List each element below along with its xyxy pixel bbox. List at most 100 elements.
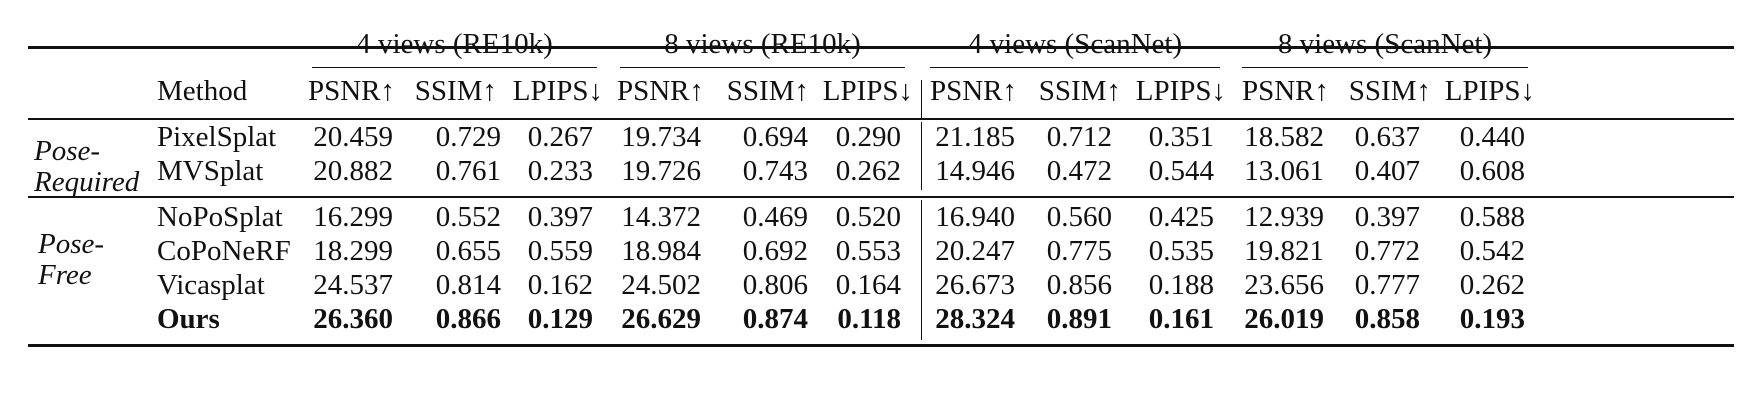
metric-header: PSNR↑ xyxy=(307,75,395,107)
value-cell: 20.459 xyxy=(313,121,393,153)
method-cell: NoPoSplat xyxy=(157,201,283,233)
value-cell: 0.233 xyxy=(527,155,593,187)
value-cell: 0.743 xyxy=(742,155,808,187)
value-cell: 0.164 xyxy=(835,269,901,301)
value-cell: 0.552 xyxy=(435,201,501,233)
value-cell: 0.397 xyxy=(1354,201,1420,233)
value-cell: 0.608 xyxy=(1459,155,1525,187)
value-cell: 0.692 xyxy=(742,235,808,267)
metric-header: LPIPS↓ xyxy=(1444,75,1535,107)
group-header-8-views-scannet: 8 views (ScanNet) xyxy=(1277,28,1493,60)
value-cell: 0.520 xyxy=(835,201,901,233)
value-cell: 0.772 xyxy=(1354,235,1420,267)
method-cell: Ours xyxy=(157,303,220,335)
column-separator xyxy=(921,80,923,118)
value-cell: 0.162 xyxy=(527,269,593,301)
value-cell: 0.542 xyxy=(1459,235,1525,267)
value-cell: 18.984 xyxy=(621,235,701,267)
top-rule xyxy=(28,46,1734,49)
value-cell: 0.267 xyxy=(527,121,593,153)
group-header-8-views-re10k: 8 views (RE10k) xyxy=(664,28,861,60)
value-cell: 19.726 xyxy=(621,155,701,187)
value-cell: 0.814 xyxy=(435,269,501,301)
metric-header: LPIPS↓ xyxy=(822,75,913,107)
value-cell: 0.193 xyxy=(1459,303,1525,335)
value-cell: 0.262 xyxy=(1459,269,1525,301)
value-cell: 26.019 xyxy=(1244,303,1324,335)
method-cell: Vicasplat xyxy=(157,269,265,301)
value-cell: 20.247 xyxy=(935,235,1015,267)
bottom-rule xyxy=(28,344,1734,347)
value-cell: 0.262 xyxy=(835,155,901,187)
value-cell: 0.655 xyxy=(435,235,501,267)
value-cell: 0.729 xyxy=(435,121,501,153)
value-cell: 14.946 xyxy=(935,155,1015,187)
metric-header: PSNR↑ xyxy=(929,75,1017,107)
method-cell: MVSplat xyxy=(157,155,264,187)
value-cell: 24.502 xyxy=(621,269,701,301)
method-header: Method xyxy=(157,75,248,107)
value-cell: 0.637 xyxy=(1354,121,1420,153)
value-cell: 0.535 xyxy=(1148,235,1214,267)
value-cell: 28.324 xyxy=(935,303,1015,335)
value-cell: 19.734 xyxy=(621,121,701,153)
value-cell: 24.537 xyxy=(313,269,393,301)
value-cell: 16.940 xyxy=(935,201,1015,233)
value-cell: 0.761 xyxy=(435,155,501,187)
value-cell: 0.351 xyxy=(1148,121,1214,153)
column-separator-body-2 xyxy=(921,200,923,340)
value-cell: 26.360 xyxy=(313,303,393,335)
header-rule xyxy=(28,118,1734,120)
metric-header: LPIPS↓ xyxy=(1135,75,1226,107)
value-cell: 0.129 xyxy=(527,303,593,335)
value-cell: 0.560 xyxy=(1046,201,1112,233)
value-cell: 0.469 xyxy=(742,201,808,233)
value-cell: 0.397 xyxy=(527,201,593,233)
metric-header: SSIM↑ xyxy=(414,75,497,107)
column-separator-body-1 xyxy=(921,122,923,190)
metric-header: SSIM↑ xyxy=(726,75,809,107)
metric-header: SSIM↑ xyxy=(1038,75,1121,107)
value-cell: 0.858 xyxy=(1354,303,1420,335)
value-cell: 16.299 xyxy=(313,201,393,233)
group-header-4-views-re10k: 4 views (RE10k) xyxy=(356,28,553,60)
value-cell: 26.673 xyxy=(935,269,1015,301)
value-cell: 0.553 xyxy=(835,235,901,267)
value-cell: 21.185 xyxy=(935,121,1015,153)
value-cell: 0.891 xyxy=(1046,303,1112,335)
value-cell: 0.440 xyxy=(1459,121,1525,153)
value-cell: 0.290 xyxy=(835,121,901,153)
value-cell: 0.407 xyxy=(1354,155,1420,187)
value-cell: 0.856 xyxy=(1046,269,1112,301)
group-underline-4 xyxy=(1242,67,1528,69)
value-cell: 23.656 xyxy=(1244,269,1324,301)
value-cell: 0.161 xyxy=(1148,303,1214,335)
value-cell: 0.694 xyxy=(742,121,808,153)
value-cell: 0.866 xyxy=(435,303,501,335)
category-pose-required: Pose- Required xyxy=(34,135,140,198)
group-underline-3 xyxy=(930,67,1220,69)
value-cell: 0.775 xyxy=(1046,235,1112,267)
metric-header: PSNR↑ xyxy=(616,75,704,107)
value-cell: 19.821 xyxy=(1244,235,1324,267)
value-cell: 14.372 xyxy=(621,201,701,233)
value-cell: 0.118 xyxy=(837,303,901,335)
method-cell: PixelSplat xyxy=(157,121,277,153)
value-cell: 0.559 xyxy=(527,235,593,267)
value-cell: 0.188 xyxy=(1148,269,1214,301)
group-underline-1 xyxy=(312,67,597,69)
value-cell: 0.712 xyxy=(1046,121,1112,153)
value-cell: 18.582 xyxy=(1244,121,1324,153)
group-header-4-views-scannet: 4 views (ScanNet) xyxy=(967,28,1183,60)
category-pose-free: Pose- Free xyxy=(38,228,105,291)
method-cell: CoPoNeRF xyxy=(157,235,291,267)
value-cell: 18.299 xyxy=(313,235,393,267)
value-cell: 0.472 xyxy=(1046,155,1112,187)
metric-header: PSNR↑ xyxy=(1241,75,1329,107)
value-cell: 26.629 xyxy=(621,303,701,335)
value-cell: 12.939 xyxy=(1244,201,1324,233)
group-underline-2 xyxy=(620,67,905,69)
value-cell: 0.425 xyxy=(1148,201,1214,233)
value-cell: 0.874 xyxy=(742,303,808,335)
value-cell: 20.882 xyxy=(313,155,393,187)
